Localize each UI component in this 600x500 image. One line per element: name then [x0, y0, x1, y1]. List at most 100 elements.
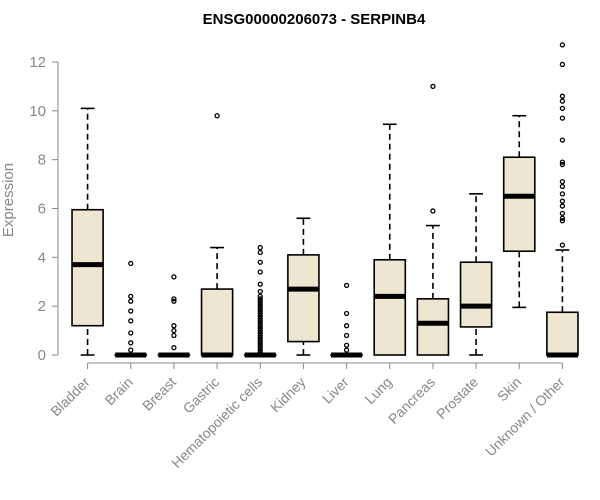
outlier-point	[559, 210, 566, 217]
x-tick-label: Kidney	[267, 374, 309, 416]
box-hematopoietic-cells	[243, 244, 277, 358]
outlier-point	[128, 318, 134, 324]
box-lung	[373, 123, 407, 356]
outlier-point	[559, 215, 566, 221]
outlier-point	[171, 296, 177, 302]
outlier-point	[171, 345, 177, 351]
outlier-point	[257, 332, 263, 339]
box-bladder	[71, 107, 104, 356]
box-body	[287, 254, 320, 343]
outlier-point	[343, 310, 350, 317]
outlier-point	[257, 305, 263, 312]
outlier-point	[128, 347, 134, 353]
y-tick-label: 10	[29, 103, 46, 120]
box-brain	[114, 260, 148, 358]
x-tick-label: Breast	[139, 374, 179, 414]
x-tick-label: Gastric	[180, 374, 223, 417]
outlier-point	[214, 113, 220, 119]
outlier-point	[257, 310, 263, 317]
outlier-point	[559, 93, 566, 99]
outlier-point	[559, 137, 566, 143]
y-tick-label: 0	[38, 347, 46, 364]
outlier-point	[171, 298, 177, 304]
outlier-point	[559, 198, 566, 204]
boxes-layer	[71, 42, 579, 358]
box-breast	[157, 274, 191, 358]
outlier-point	[257, 303, 263, 309]
outlier-point	[128, 298, 134, 304]
box-unknown-other	[546, 42, 579, 358]
y-tick-label: 6	[38, 201, 46, 218]
outlier-point	[257, 340, 263, 346]
outlier-point	[343, 332, 350, 339]
outlier-point	[128, 340, 134, 346]
box-skin	[502, 114, 536, 309]
outlier-point	[257, 301, 263, 307]
outlier-point	[257, 349, 263, 356]
outlier-point	[257, 259, 263, 265]
outlier-point	[559, 178, 566, 185]
outlier-point	[559, 159, 566, 165]
box-body	[71, 208, 104, 327]
outlier-point	[128, 308, 134, 314]
outlier-point	[257, 293, 263, 300]
outlier-point	[171, 327, 177, 334]
outlier-point	[343, 347, 350, 353]
outlier-point	[257, 330, 263, 336]
x-tick-label: Brain	[101, 374, 135, 408]
box-body	[502, 156, 536, 253]
outlier-point	[559, 218, 566, 224]
outlier-point	[257, 345, 263, 351]
outlier-point	[171, 332, 177, 339]
outlier-point	[257, 335, 263, 341]
outlier-point	[257, 342, 263, 348]
outlier-point	[559, 98, 566, 104]
outlier-point	[559, 242, 566, 248]
outlier-point	[257, 249, 263, 256]
outlier-point	[559, 115, 566, 121]
x-tick-label: Lung	[362, 374, 395, 407]
box-body	[416, 298, 450, 356]
y-tick-label: 4	[38, 249, 46, 266]
box-gastric	[200, 113, 234, 358]
y-axis: 0 2 4 6 8 10 12	[29, 54, 59, 364]
outlier-point	[559, 203, 566, 209]
outlier-point	[257, 318, 263, 324]
outlier-point	[343, 342, 350, 348]
box-liver	[330, 282, 363, 358]
outlier-point	[257, 323, 263, 329]
outlier-point	[257, 337, 263, 344]
x-tick-label: Pancreas	[385, 374, 438, 427]
outlier-point	[128, 293, 134, 300]
outlier-point	[257, 347, 263, 353]
outlier-point	[343, 323, 350, 329]
box-body	[546, 311, 579, 356]
y-tick-label: 12	[29, 54, 46, 71]
x-tick-label: Prostate	[433, 374, 481, 422]
x-tick-label: Unknown / Other	[482, 374, 568, 460]
outlier-point	[128, 330, 134, 336]
outlier-point	[257, 244, 263, 251]
outlier-point	[559, 105, 566, 112]
box-kidney	[287, 217, 320, 356]
box-pancreas	[416, 83, 450, 356]
outlier-point	[559, 161, 566, 168]
outlier-point	[430, 83, 436, 90]
outlier-point	[257, 298, 263, 304]
box-body	[373, 258, 407, 356]
outlier-point	[559, 61, 566, 68]
outlier-point	[559, 42, 566, 48]
y-tick-label: 2	[38, 298, 46, 315]
box-prostate	[459, 193, 493, 356]
outlier-point	[257, 296, 263, 302]
outlier-point	[430, 208, 436, 214]
chart-title: ENSG00000206073 - SERPINB4	[203, 11, 426, 28]
box-body	[200, 288, 234, 356]
outlier-point	[257, 269, 263, 275]
outlier-point	[257, 308, 263, 314]
outlier-point	[343, 282, 350, 289]
outlier-point	[257, 288, 263, 295]
outlier-point	[257, 313, 263, 319]
